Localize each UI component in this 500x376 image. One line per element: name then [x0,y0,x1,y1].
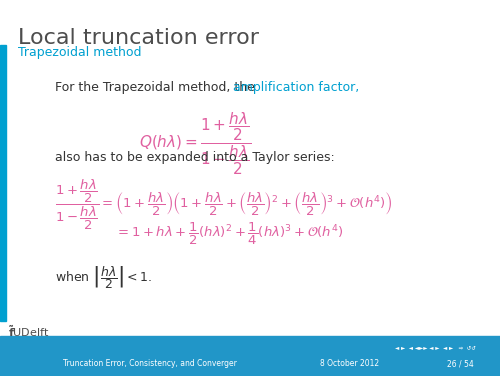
Text: Trapezoidal method: Trapezoidal method [18,46,142,59]
Text: ◄ ►  ◄ ◄►► ◄ ►  ◄ ►   ⇒  ↺↺: ◄ ► ◄ ◄►► ◄ ► ◄ ► ⇒ ↺↺ [395,346,476,350]
Bar [0,321,500,336]
Text: also has to be expanded into a Taylor series:: also has to be expanded into a Taylor se… [55,151,335,164]
Text: 26 / 54: 26 / 54 [446,359,473,368]
Text: 8 October 2012: 8 October 2012 [320,359,380,368]
Text: For the Trapezoidal method, the: For the Trapezoidal method, the [55,81,259,94]
Bar [0,336,500,376]
Text: Truncation Error, Consistency, and Converger: Truncation Error, Consistency, and Conve… [63,359,237,368]
Bar [0,45,6,321]
Text: $Q(h\lambda) = \dfrac{1 + \dfrac{h\lambda}{2}}{1 - \dfrac{h\lambda}{2}}$: $Q(h\lambda) = \dfrac{1 + \dfrac{h\lambd… [139,111,251,177]
Text: $\dfrac{1 + \dfrac{h\lambda}{2}}{1 - \dfrac{h\lambda}{2}} = \left(1 + \dfrac{h\l: $\dfrac{1 + \dfrac{h\lambda}{2}}{1 - \df… [55,178,393,232]
Text: $= 1 + h\lambda + \dfrac{1}{2}(h\lambda)^2 + \dfrac{1}{4}(h\lambda)^3 + \mathcal: $= 1 + h\lambda + \dfrac{1}{2}(h\lambda)… [115,221,344,247]
Text: amplification factor,: amplification factor, [233,81,359,94]
Text: Local truncation error: Local truncation error [18,28,259,48]
Text: when $\left|\dfrac{h\lambda}{2}\right| < 1.$: when $\left|\dfrac{h\lambda}{2}\right| <… [55,264,152,291]
Text: $\mathbf{\tilde{f}}$UDelft: $\mathbf{\tilde{f}}$UDelft [8,324,50,340]
